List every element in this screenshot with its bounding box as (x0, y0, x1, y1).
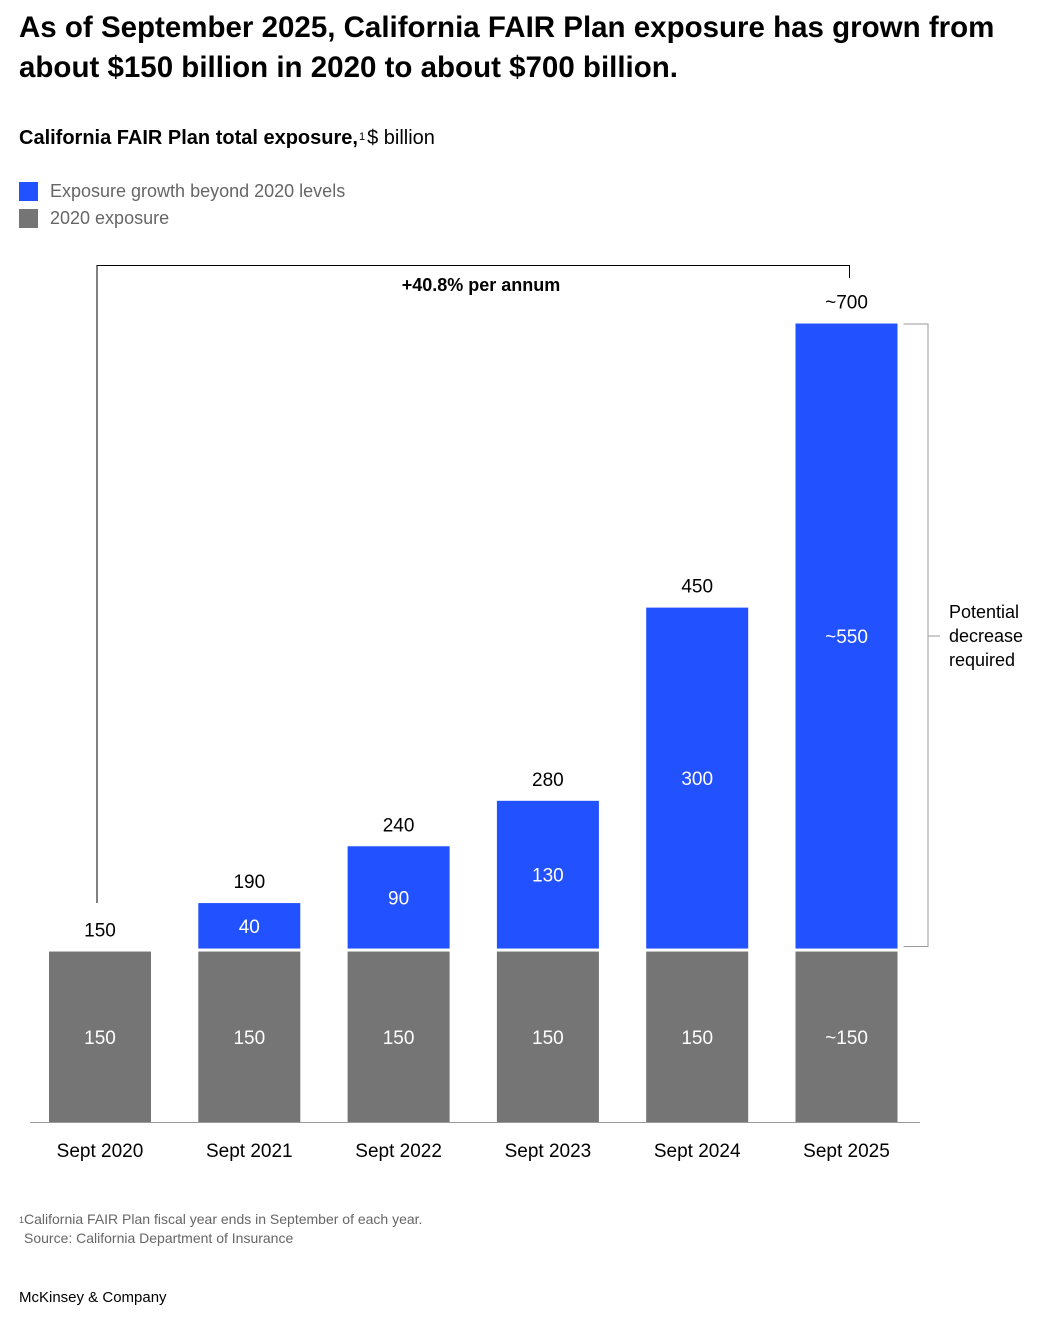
bar-total-label-5: ~700 (825, 293, 868, 314)
decrease-annotation-line-1: decrease (949, 626, 1023, 646)
legend-item-2020: 2020 exposure (19, 205, 345, 232)
footnote-marker: 1 (19, 1215, 25, 1225)
cagr-annotation: +40.8% per annum (402, 275, 561, 295)
x-tick-label-3: Sept 2023 (505, 1141, 592, 1162)
chart-subtitle: California FAIR Plan total exposure,1 $ b… (19, 125, 435, 151)
cagr-connector-line (96, 265, 850, 903)
bar-growth-label-5: ~550 (825, 627, 868, 648)
legend-item-growth: Exposure growth beyond 2020 levels (19, 178, 345, 205)
x-tick-label-4: Sept 2024 (654, 1141, 741, 1162)
bar-growth-label-3: 130 (532, 866, 564, 887)
bar-total-label-0: 150 (84, 921, 116, 942)
x-tick-label-5: Sept 2025 (803, 1141, 890, 1162)
bar-2020-exposure-label-5: ~150 (825, 1028, 868, 1049)
legend-label-2020: 2020 exposure (50, 208, 170, 228)
bar-growth-4 (646, 607, 749, 949)
bar-2020-exposure-3 (496, 951, 599, 1122)
subtitle-unit: $ billion (367, 127, 435, 149)
x-tick-label-2: Sept 2022 (355, 1141, 442, 1162)
bar-total-label-1: 190 (233, 872, 265, 893)
bar-total-label-4: 450 (681, 577, 713, 598)
bar-2020-exposure-label-4: 150 (681, 1028, 713, 1049)
legend-label-growth: Exposure growth beyond 2020 levels (50, 181, 346, 201)
bar-2020-exposure-5 (795, 951, 898, 1122)
headline: As of September 2025, California FAIR Pl… (19, 11, 995, 84)
bar-2020-exposure-label-1: 150 (233, 1028, 265, 1049)
x-tick-label-0: Sept 2020 (57, 1141, 144, 1162)
subtitle-footnote-marker: 1 (358, 131, 366, 143)
bar-growth-5 (795, 323, 898, 949)
x-tick-label-1: Sept 2021 (206, 1141, 293, 1162)
subtitle-title: California FAIR Plan total exposure, (19, 127, 358, 149)
footnote: 1California FAIR Plan fiscal year ends i… (19, 1210, 422, 1248)
bar-total-label-2: 240 (383, 815, 415, 836)
decrease-bracket (903, 323, 929, 948)
bar-growth-1 (198, 903, 301, 949)
bar-2020-exposure-1 (198, 951, 301, 1122)
bar-growth-label-4: 300 (681, 769, 713, 790)
bar-2020-exposure-label-0: 150 (84, 1028, 116, 1049)
bar-growth-label-2: 90 (388, 888, 409, 909)
bar-2020-exposure-label-2: 150 (383, 1028, 415, 1049)
bar-2020-exposure-label-3: 150 (532, 1028, 564, 1049)
bar-growth-3 (496, 800, 599, 949)
legend: Exposure growth beyond 2020 levels 2020 … (19, 178, 345, 232)
decrease-annotation-line-0: Potential (949, 602, 1019, 622)
bar-growth-2 (347, 846, 450, 949)
bar-growth-label-1: 40 (239, 917, 260, 938)
bar-2020-exposure-2 (347, 951, 450, 1122)
bar-2020-exposure-0 (49, 951, 151, 1122)
legend-swatch-growth (19, 182, 38, 201)
bar-2020-exposure-4 (646, 951, 749, 1122)
legend-swatch-2020 (19, 209, 38, 228)
footnote-text: California FAIR Plan fiscal year ends in… (24, 1211, 423, 1227)
bar-total-label-3: 280 (532, 770, 564, 791)
brand-logo-text: McKinsey & Company (19, 1289, 167, 1306)
decrease-annotation-line-2: required (949, 650, 1015, 670)
source-text: Source: California Department of Insuran… (24, 1230, 294, 1246)
